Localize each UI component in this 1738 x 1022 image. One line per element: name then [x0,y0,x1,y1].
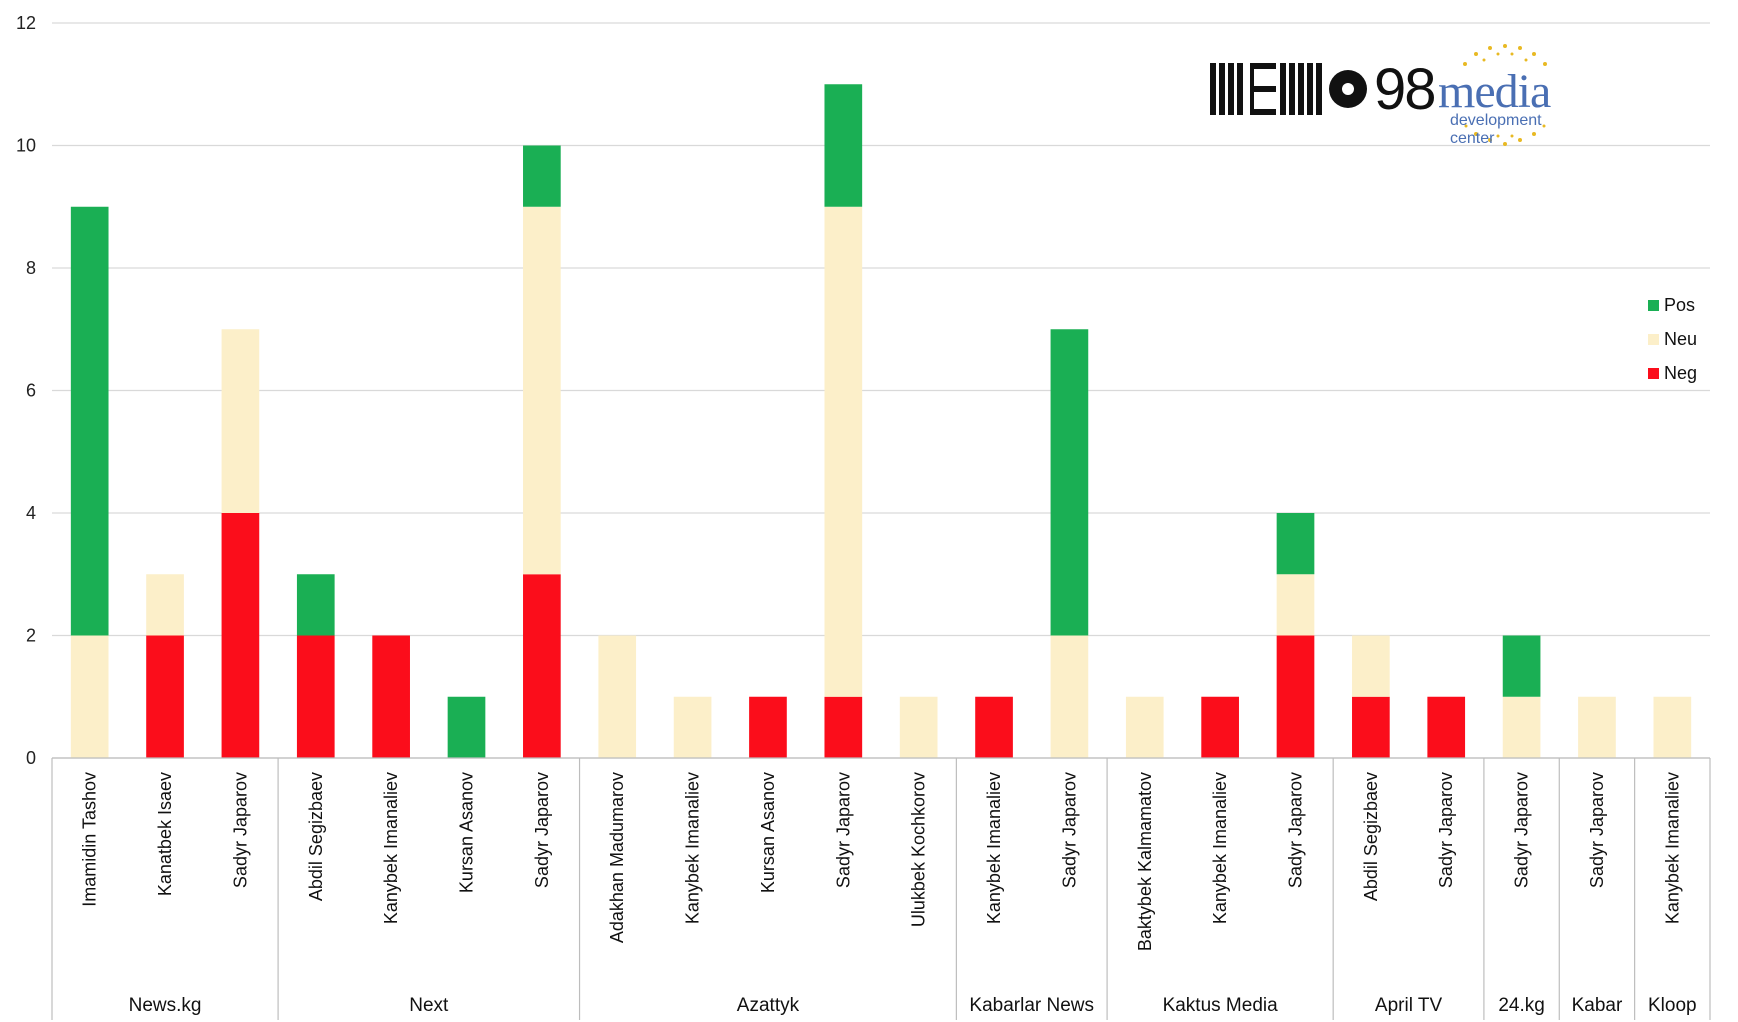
y-tick-label: 8 [26,258,36,278]
mdc-logo-subtitle: development center [1450,112,1542,147]
legend-swatch-pos [1648,300,1659,311]
bar-neu [1276,574,1315,636]
x-group-label: Kabarlar News [969,995,1094,1016]
bar-neg [372,635,410,758]
x-group-label: Kaktus Media [1163,995,1279,1016]
y-tick-label: 0 [26,748,36,768]
bar-neu [146,574,184,636]
x-category-label: Sadyr Japarov [230,772,250,888]
bar-pos [1050,329,1089,636]
bar-neu [1653,696,1692,758]
x-category-label: Kursan Asanov [457,772,477,893]
media-development-center-logo: media development center [1430,40,1580,150]
x-category-label: Kursan Asanov [758,772,778,893]
bar-pos [1276,513,1315,575]
bar-neg [146,635,184,758]
bar-neu [221,329,260,513]
legend-swatch-neg [1648,368,1659,379]
y-tick-label: 10 [16,136,36,156]
x-category-label: Kanybek Imanaliev [381,772,401,924]
bar-pos [447,696,486,758]
legend-swatch-neu [1648,334,1659,345]
bar-neu [1352,635,1390,697]
x-category-label: Sadyr Japarov [1587,772,1607,888]
y-tick-label: 6 [26,381,36,401]
x-category-label: Adakhan Madumarov [607,772,627,943]
x-category-label: Kanybek Imanaliev [984,772,1004,924]
bar-neg [1276,635,1315,758]
mdc-logo-word: media [1438,65,1551,118]
bar-neg [749,696,787,758]
bar-neu [673,696,712,758]
y-tick-label: 4 [26,503,36,523]
x-group-label: Azattyk [737,995,800,1016]
legend-label-pos: Pos [1664,295,1695,315]
legend-label-neg: Neg [1664,363,1697,383]
x-group-label: 24.kg [1498,995,1544,1016]
bar-neg [1201,696,1239,758]
bar-neu [1050,635,1089,758]
bar-neg [824,696,863,758]
x-category-label: Ulukbek Kochkorov [909,772,929,927]
bar-pos [1502,635,1541,697]
x-category-label: Baktybek Kalmamatov [1135,772,1155,951]
memo98-logo-text: 98 [1374,56,1436,122]
x-group-label: News.kg [129,995,202,1016]
x-group-label: Next [409,995,449,1016]
x-category-label: Sadyr Japarov [1436,772,1456,888]
y-tick-label: 12 [16,13,36,33]
x-category-label: Sadyr Japarov [1286,772,1306,888]
x-category-label: Sadyr Japarov [833,772,853,888]
x-category-label: Sadyr Japarov [1512,772,1532,888]
x-group-label: April TV [1375,995,1443,1016]
bar-neu [1502,696,1541,758]
mdc-logo-dots [1463,44,1547,146]
bar-neu [1125,696,1164,758]
x-category-label: Kanybek Imanaliev [683,772,703,924]
x-category-label: Sadyr Japarov [532,772,552,888]
memo98-logo-bars [1210,63,1367,115]
bar-neu [70,635,109,758]
bar-neu [523,206,561,575]
bar-neg [296,635,335,758]
bar-pos [70,206,109,636]
y-tick-label: 2 [26,626,36,646]
memo98-logo: 98 [1210,56,1436,122]
bar-neg [221,513,260,758]
bar-neu [598,635,637,758]
bar-neu [899,696,938,758]
legend-label-neu: Neu [1664,329,1697,349]
x-category-label: Kanybek Imanaliev [1662,772,1682,924]
x-category-label: Abdil Segizbaev [1361,772,1381,901]
x-category-label: Kanatbek Isaev [155,772,175,896]
bar-neg [1352,696,1390,758]
bar-neu [824,206,863,697]
bar-neg [975,696,1013,758]
x-category-label: Kanybek Imanaliev [1210,772,1230,924]
bar-pos [824,84,863,207]
bar-neu [1578,696,1616,758]
x-group-label: Kloop [1648,995,1697,1016]
bar-pos [523,145,561,207]
x-category-label: Imamidin Tashov [80,772,100,907]
bar-neg [1427,696,1466,758]
x-category-label: Sadyr Japarov [1059,772,1079,888]
bar-neg [523,574,561,758]
x-group-label: Kabar [1572,995,1623,1016]
bar-pos [296,574,335,636]
x-category-label: Abdil Segizbaev [306,772,326,901]
